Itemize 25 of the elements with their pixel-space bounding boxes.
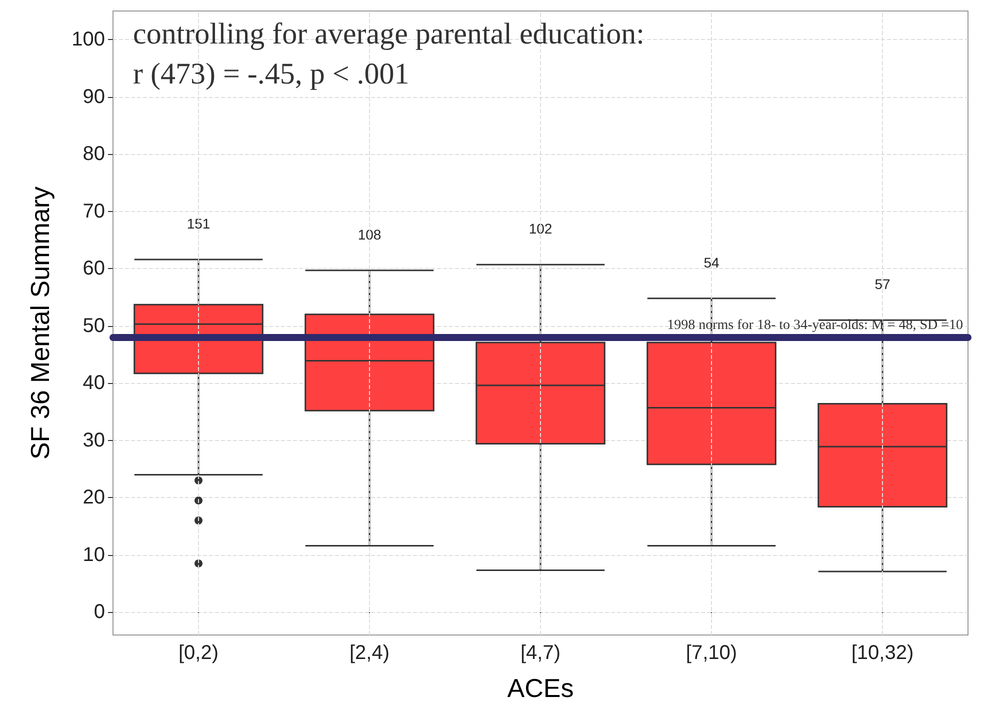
x-axis-title: ACEs [507, 673, 574, 703]
x-tick-label: [7,10) [686, 642, 738, 664]
annotation: 108 [358, 226, 382, 242]
y-tick-label: 80 [82, 143, 105, 166]
x-tick-label: [4,7) [520, 642, 561, 664]
y-tick-label: 100 [72, 28, 105, 51]
x-tick-label: [0,2) [178, 642, 219, 664]
annotation: 102 [528, 220, 552, 237]
y-axis-title: SF 36 Mental Summary [25, 186, 55, 460]
y-tick-label: 30 [82, 429, 105, 452]
y-tick-label: 60 [82, 258, 105, 280]
y-tick-label: 90 [82, 86, 105, 108]
annotation: 151 [186, 215, 210, 232]
text: r (473) = -.45, p < .001 [133, 58, 410, 90]
chart-title: controlling for average parental education: [133, 18, 644, 50]
x-tick-label: [10,32) [851, 642, 914, 664]
y-tick-label: 10 [82, 544, 105, 566]
y-tick-label: 0 [94, 601, 105, 624]
annotation: 57 [874, 276, 890, 292]
y-tick-label: 50 [82, 314, 105, 337]
y-tick-label: 70 [82, 200, 105, 222]
x-tick-label: [2,4) [349, 642, 390, 664]
y-tick-label: 40 [82, 372, 105, 394]
annotation: 54 [704, 254, 720, 270]
y-tick-label: 20 [82, 486, 105, 509]
